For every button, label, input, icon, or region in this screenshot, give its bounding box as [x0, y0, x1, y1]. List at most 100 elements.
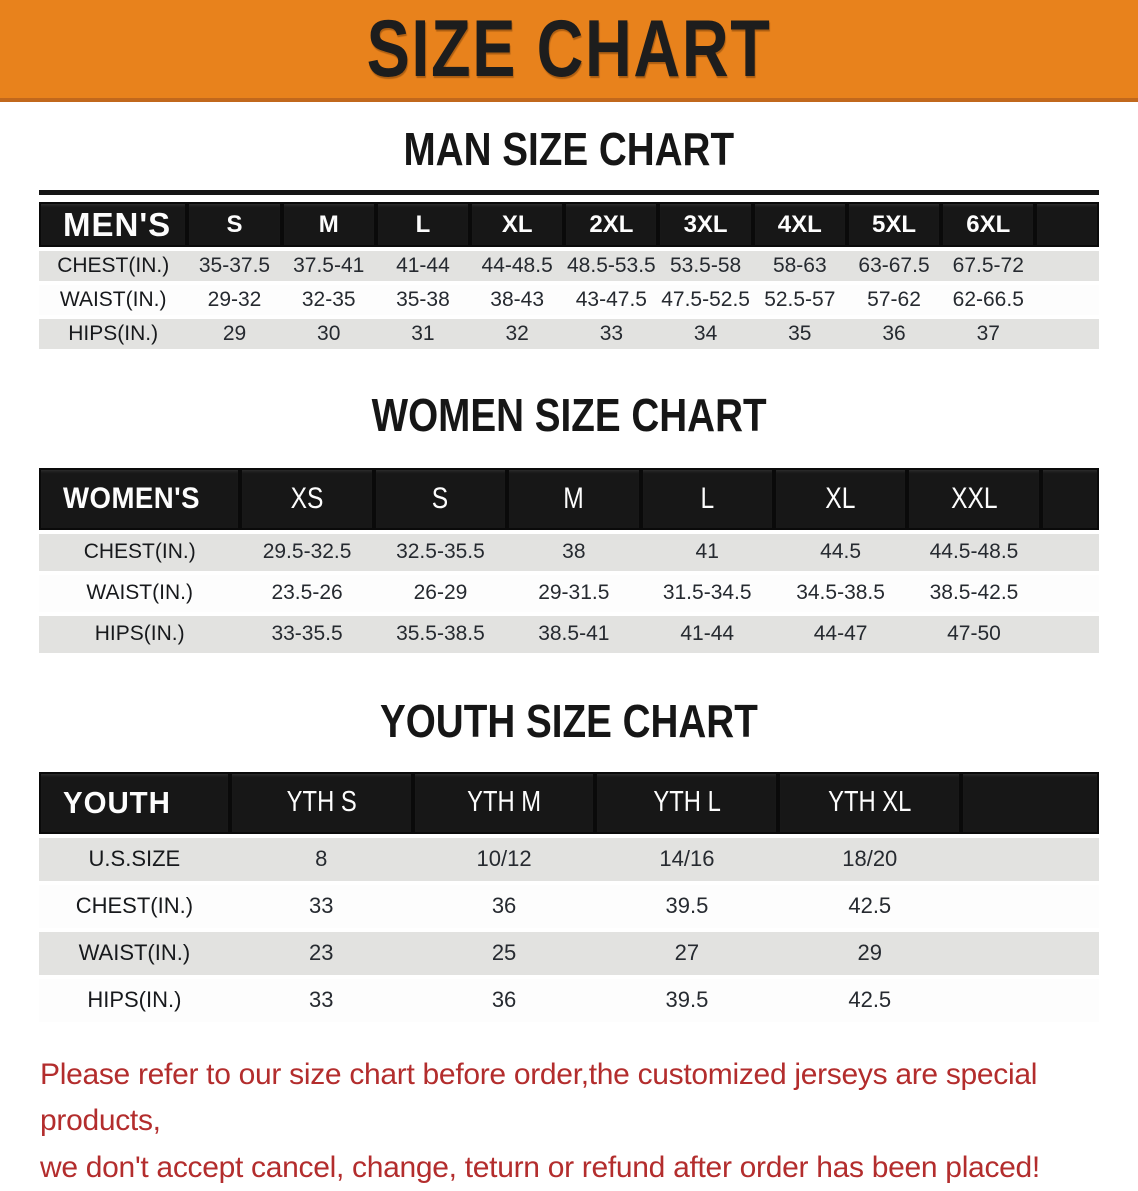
- mens-value-cell: 58-63: [752, 251, 847, 282]
- youth-size-column-yth-m: YTH M: [412, 771, 596, 834]
- women-value-cell: 29.5-32.5: [240, 533, 374, 571]
- mens-size-column-2xl: 2XL: [564, 202, 659, 248]
- mens-value-cell: 35-37.5: [187, 251, 282, 282]
- mens-value-cell: 67.5-72: [941, 251, 1036, 282]
- women-size-column-xxl: XXL: [907, 467, 1041, 530]
- youth-size-column-yth-l: YTH L: [595, 771, 779, 834]
- youth-value-cell: 14/16: [595, 837, 779, 881]
- youth-value-cell: 10/12: [412, 837, 596, 881]
- mens-value-cell: 32-35: [281, 285, 376, 316]
- women-value-cell: 44.5: [773, 533, 908, 571]
- women-value-cell: 26-29: [373, 574, 508, 612]
- mens-header-spacer: [1035, 202, 1099, 248]
- mens-value-cell: 38-43: [470, 285, 565, 316]
- women-value-cell: 23.5-26: [240, 574, 374, 612]
- mens-size-table: MEN'S S M L XL 2XL 3XL 4XL 5XL 6XL CHEST(IN.) 35-37…: [39, 198, 1099, 353]
- mens-size-column-l: L: [375, 202, 471, 248]
- youth-size-column-yth-s: YTH S: [229, 771, 413, 834]
- women-row-label: CHEST(IN.): [39, 533, 241, 571]
- youth-row-u.s.size: U.S.SIZE 8 10/12 14/16 18/20: [39, 837, 1099, 881]
- women-size-column-xs: XS: [240, 467, 374, 530]
- women-value-cell: 38: [507, 533, 641, 571]
- mens-value-cell: 62-66.5: [941, 285, 1036, 316]
- women-value-cell: 44-47: [773, 615, 908, 653]
- mens-value-cell: 30: [281, 319, 376, 350]
- mens-section-heading: MAN SIZE CHART: [0, 123, 1138, 175]
- mens-group-label: MEN'S: [39, 202, 188, 248]
- women-section-heading: WOMEN SIZE CHART: [0, 391, 1138, 440]
- youth-value-cell: 18/20: [778, 837, 962, 881]
- women-size-column-l: L: [640, 467, 774, 530]
- youth-value-cell: 36: [412, 884, 596, 928]
- youth-value-cell: 42.5: [778, 978, 962, 1022]
- mens-size-column-4xl: 4XL: [752, 202, 847, 248]
- mens-size-column-xl: XL: [470, 202, 565, 248]
- women-row-waist-in.-: WAIST(IN.) 23.5-26 26-29 29-31.5 31.5-34.5 34…: [39, 574, 1099, 612]
- mens-size-column-s: S: [187, 202, 282, 248]
- mens-size-column-m: M: [281, 202, 376, 248]
- mens-value-cell: 63-67.5: [846, 251, 942, 282]
- mens-row-hips-in.-: HIPS(IN.) 29 30 31 32 33 34 35 36 37: [39, 319, 1099, 350]
- mens-row-label: WAIST(IN.): [39, 285, 188, 316]
- women-value-cell: 35.5-38.5: [373, 615, 508, 653]
- youth-value-cell: 29: [778, 931, 962, 975]
- women-group-label: WOMEN'S: [39, 467, 241, 530]
- women-row-spacer: [1040, 574, 1099, 612]
- women-size-table: WOMEN'S XS S M L XL XXL CHEST(IN.) 29.5-32.5 32.5…: [39, 464, 1099, 657]
- youth-value-cell: 23: [229, 931, 413, 975]
- mens-header-row: MEN'S S M L XL 2XL 3XL 4XL 5XL 6XL: [39, 202, 1099, 248]
- section-youth: YOUTH SIZE CHART YOUTH YTH S YTH M YTH L YTH …: [0, 696, 1138, 1026]
- mens-row-waist-in.-: WAIST(IN.) 29-32 32-35 35-38 38-43 43-47.5 47.…: [39, 285, 1099, 316]
- mens-value-cell: 37.5-41: [281, 251, 376, 282]
- women-row-hips-in.-: HIPS(IN.) 33-35.5 35.5-38.5 38.5-41 41-44 44-…: [39, 615, 1099, 653]
- mens-section-heading-text: MAN SIZE CHART: [403, 123, 735, 175]
- women-value-cell: 33-35.5: [240, 615, 374, 653]
- youth-value-cell: 36: [412, 978, 596, 1022]
- youth-group-label: YOUTH: [39, 771, 230, 834]
- banner-title: SIZE CHART: [366, 4, 772, 94]
- youth-row-chest-in.-: CHEST(IN.) 33 36 39.5 42.5: [39, 884, 1099, 928]
- women-row-spacer: [1040, 533, 1099, 571]
- mens-value-cell: 57-62: [846, 285, 942, 316]
- mens-value-cell: 43-47.5: [564, 285, 659, 316]
- youth-value-cell: 8: [229, 837, 413, 881]
- women-value-cell: 31.5-34.5: [640, 574, 774, 612]
- women-value-cell: 38.5-42.5: [907, 574, 1041, 612]
- women-value-cell: 47-50: [907, 615, 1041, 653]
- women-row-spacer: [1040, 615, 1099, 653]
- youth-row-label: CHEST(IN.): [39, 884, 230, 928]
- youth-row-label: HIPS(IN.): [39, 978, 230, 1022]
- mens-value-cell: 29: [187, 319, 282, 350]
- mens-size-column-5xl: 5XL: [846, 202, 942, 248]
- women-value-cell: 38.5-41: [507, 615, 641, 653]
- women-row-chest-in.-: CHEST(IN.) 29.5-32.5 32.5-35.5 38 41 44.5 44.5…: [39, 533, 1099, 571]
- youth-row-spacer: [961, 837, 1099, 881]
- youth-value-cell: 39.5: [595, 978, 779, 1022]
- mens-value-cell: 52.5-57: [752, 285, 847, 316]
- women-value-cell: 32.5-35.5: [373, 533, 508, 571]
- mens-row-spacer: [1035, 285, 1099, 316]
- youth-header-row: YOUTH YTH S YTH M YTH L YTH XL: [39, 771, 1099, 834]
- mens-value-cell: 34: [658, 319, 753, 350]
- mens-row-label: HIPS(IN.): [39, 319, 188, 350]
- youth-value-cell: 39.5: [595, 884, 779, 928]
- mens-value-cell: 47.5-52.5: [658, 285, 753, 316]
- youth-size-table: YOUTH YTH S YTH M YTH L YTH XL U.S.SIZE 8 10/12…: [39, 768, 1099, 1026]
- disclaimer-line-2: we don't accept cancel, change, teturn o…: [40, 1150, 1040, 1184]
- youth-value-cell: 33: [229, 884, 413, 928]
- youth-row-spacer: [961, 978, 1099, 1022]
- mens-row-label: CHEST(IN.): [39, 251, 188, 282]
- mens-value-cell: 48.5-53.5: [564, 251, 659, 282]
- mens-value-cell: 53.5-58: [658, 251, 753, 282]
- youth-row-label: WAIST(IN.): [39, 931, 230, 975]
- section-women: WOMEN SIZE CHART WOMEN'S XS S M L XL XXL CHEST(I…: [0, 391, 1138, 656]
- youth-value-cell: 42.5: [778, 884, 962, 928]
- mens-value-cell: 35: [752, 319, 847, 350]
- mens-value-cell: 35-38: [375, 285, 471, 316]
- mens-row-spacer: [1035, 251, 1099, 282]
- charts-container: MAN SIZE CHART MEN'S S M L XL 2XL 3XL 4XL 5XL 6XL C…: [0, 125, 1138, 1026]
- youth-size-column-yth-xl: YTH XL: [778, 771, 962, 834]
- mens-size-column-3xl: 3XL: [658, 202, 753, 248]
- mens-value-cell: 44-48.5: [470, 251, 565, 282]
- youth-section-heading: YOUTH SIZE CHART: [0, 696, 1138, 745]
